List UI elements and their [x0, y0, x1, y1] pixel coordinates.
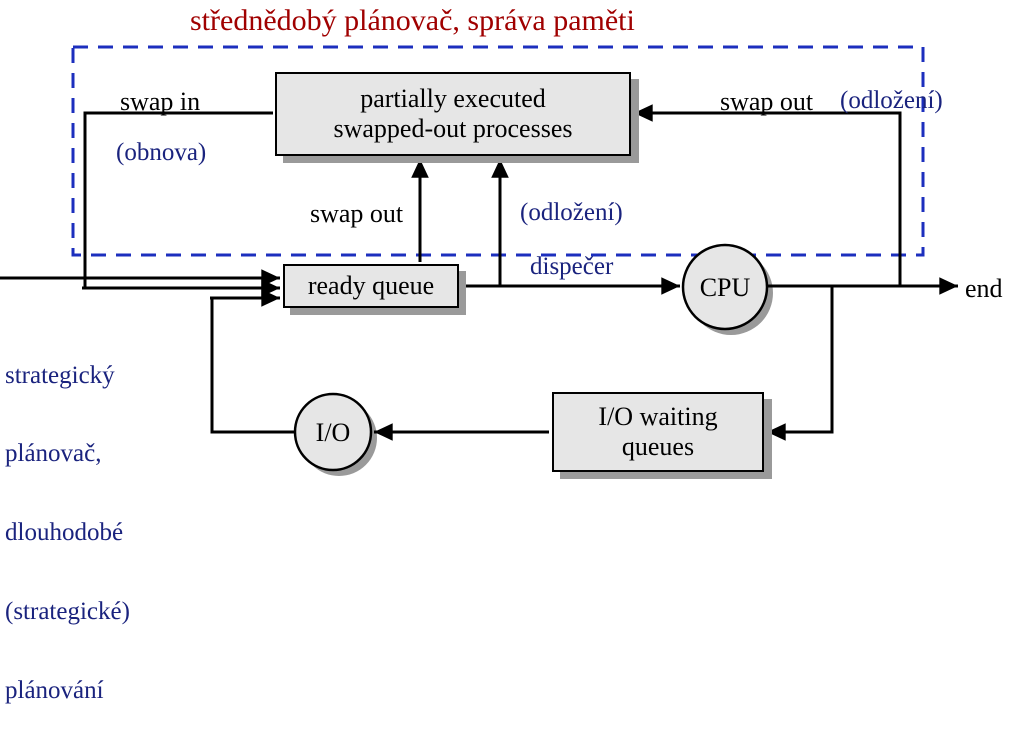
arrow-io-to-ready [212, 298, 295, 432]
cpu-label: CPU [700, 273, 751, 302]
ready-box: ready queue [283, 264, 459, 308]
obnova-label: (obnova) [116, 140, 206, 166]
ioq-box-line2: queues [622, 432, 694, 462]
dispecer-label: dispečer [530, 254, 613, 280]
ioq-box: I/O waiting queues [552, 392, 764, 472]
swap-box-line2: swapped-out processes [334, 114, 573, 144]
ready-box-label: ready queue [308, 271, 434, 301]
swap-out-top-label: swap out [720, 88, 813, 115]
swap-box-line1: partially executed [360, 84, 546, 114]
strategic-line5: plánování [5, 678, 130, 704]
odlozeni-top-label: (odložení) [840, 88, 943, 114]
ioq-box-line1: I/O waiting [598, 402, 717, 432]
swap-box: partially executed swapped-out processes [275, 72, 631, 156]
strategic-line1: strategický [5, 363, 130, 389]
swap-in-label: swap in [120, 88, 200, 115]
arrow-cpu-to-ioq [767, 286, 832, 432]
title: střednědobý plánovač, správa paměti [190, 5, 635, 37]
strategic-line3: dlouhodobé [5, 520, 130, 546]
strategic-line4: (strategické) [5, 599, 130, 625]
odlozeni-mid-label: (odložení) [520, 200, 623, 226]
io-label: I/O [316, 418, 351, 447]
strategic-label: strategický plánovač, dlouhodobé (strate… [5, 310, 130, 730]
end-label: end [965, 275, 1003, 302]
strategic-line2: plánovač, [5, 441, 130, 467]
arrow-cpu-to-swap [634, 113, 900, 286]
swap-out-mid-label: swap out [310, 200, 403, 227]
